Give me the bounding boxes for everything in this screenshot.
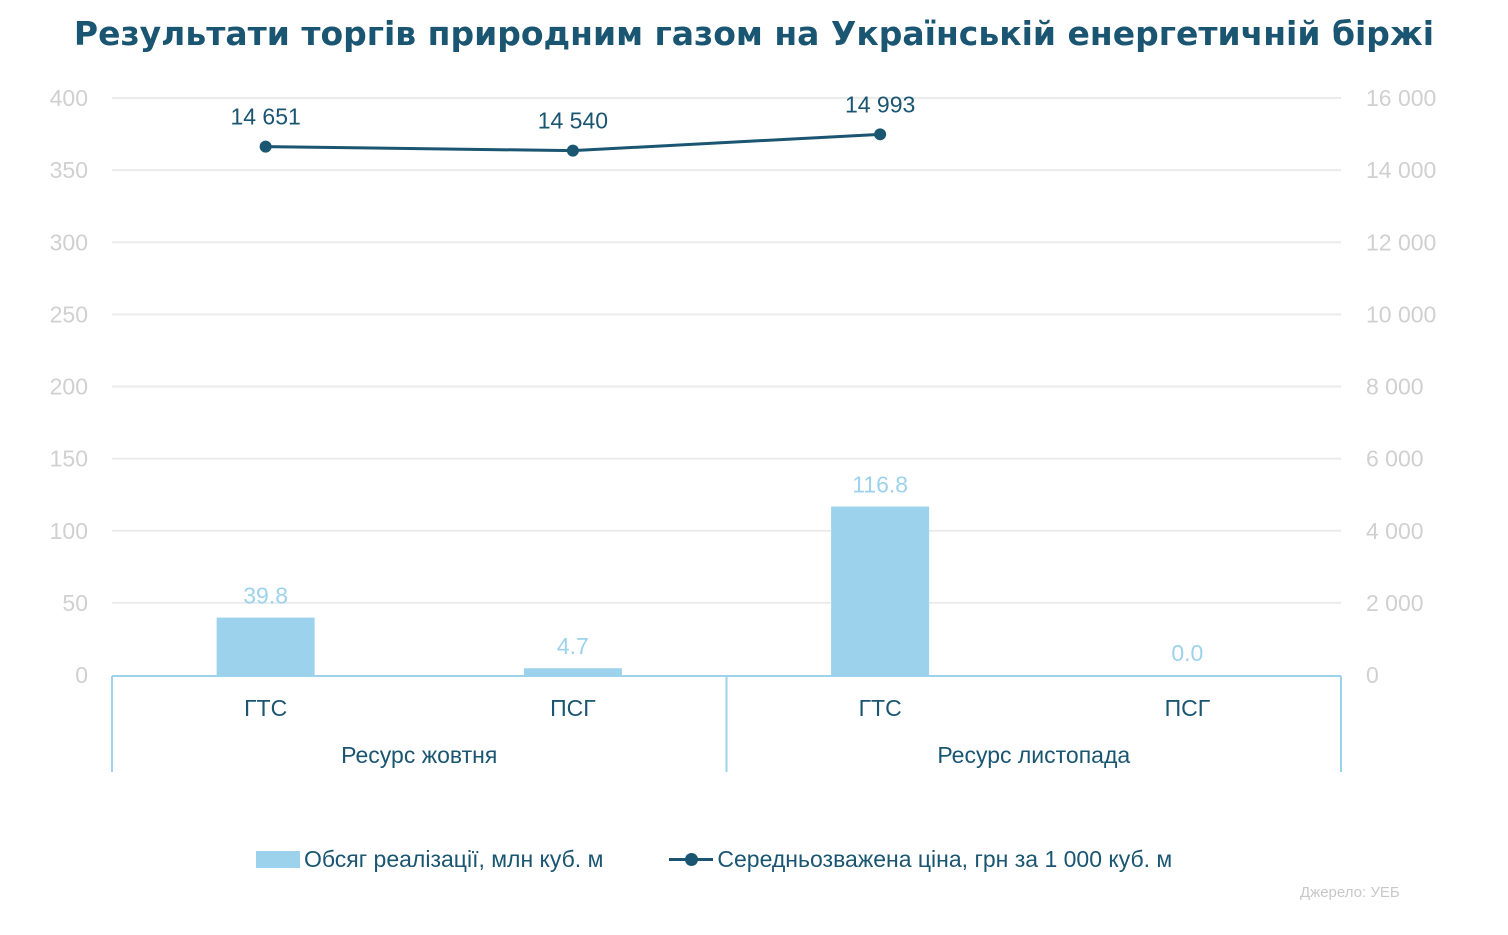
x-group-label: Ресурс жовтня: [341, 742, 497, 768]
x-tick-label: ПСГ: [1165, 695, 1211, 721]
x-tick-label: ГТС: [244, 695, 287, 721]
y2-tick-label: 4 000: [1366, 518, 1424, 544]
x-group-label: Ресурс листопада: [937, 742, 1130, 768]
y-tick-label: 100: [50, 518, 88, 544]
legend-line-swatch: [669, 851, 714, 868]
x-tick-label: ПСГ: [550, 695, 596, 721]
price-point: [259, 140, 272, 153]
x-tick-label: ГТС: [859, 695, 902, 721]
y2-tick-label: 12 000: [1366, 229, 1436, 255]
bar-value-label: 0.0: [1171, 640, 1203, 666]
y2-tick-label: 6 000: [1366, 446, 1424, 472]
price-value-label: 14 993: [845, 91, 915, 117]
price-value-label: 14 651: [230, 104, 300, 130]
y-tick-label: 0: [75, 662, 88, 688]
legend-label-volume: Обсяг реалізації, млн куб. м: [304, 846, 604, 872]
y-tick-label: 300: [50, 229, 88, 255]
source-note: Джерело: УЕБ: [1300, 884, 1400, 901]
price-point: [566, 144, 579, 157]
y2-tick-label: 0: [1366, 662, 1379, 688]
y2-tick-label: 8 000: [1366, 374, 1424, 400]
y-tick-label: 50: [62, 590, 88, 616]
y-tick-label: 350: [50, 157, 88, 183]
bar: [523, 668, 622, 675]
bar-value-label: 39.8: [243, 583, 288, 609]
price-value-label: 14 540: [538, 108, 608, 134]
y2-tick-label: 10 000: [1366, 301, 1436, 327]
chart-legend: Обсяг реалізації, млн куб. м Середньозва…: [256, 846, 1172, 873]
bar: [831, 506, 930, 675]
legend-label-price: Середньозважена ціна, грн за 1 000 куб. …: [717, 846, 1173, 872]
bar: [216, 617, 315, 675]
y2-tick-label: 16 000: [1366, 85, 1436, 111]
legend-item-volume: Обсяг реалізації, млн куб. м: [256, 846, 603, 873]
chart-title: Результати торгів природним газом на Укр…: [73, 14, 1435, 53]
y-tick-label: 200: [50, 374, 88, 400]
legend-item-price: Середньозважена ціна, грн за 1 000 куб. …: [669, 846, 1172, 873]
legend-bar-swatch: [256, 851, 300, 868]
y2-tick-label: 2 000: [1366, 590, 1424, 616]
y-tick-label: 250: [50, 301, 88, 327]
y-tick-label: 150: [50, 446, 88, 472]
bar-value-label: 4.7: [557, 633, 589, 659]
y-tick-label: 400: [50, 85, 88, 111]
y2-tick-label: 14 000: [1366, 157, 1436, 183]
bar-value-label: 116.8: [852, 472, 908, 498]
price-point: [874, 128, 887, 141]
